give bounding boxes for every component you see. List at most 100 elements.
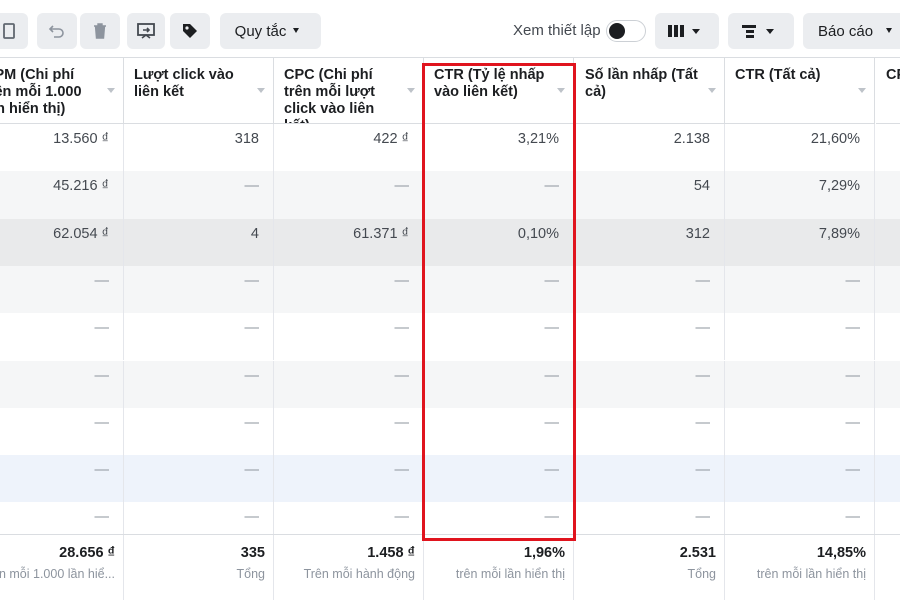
- table-cell: 7,29%: [725, 171, 875, 219]
- reports-button[interactable]: Báo cáo: [803, 13, 900, 49]
- column-header[interactable]: CPM (Chi phí trên mỗi 1.000 lần hiển thị…: [0, 58, 124, 124]
- summary-value: 2.531: [679, 545, 716, 561]
- table-row[interactable]: 62.054 ₫ 4 61.371 ₫ 0,10% 312 7,89%: [0, 218, 900, 266]
- trash-icon: [94, 23, 106, 39]
- table-cell: —: [0, 455, 124, 503]
- table-cell: —: [0, 265, 124, 314]
- table-cell: —: [274, 171, 424, 219]
- ab-test-button[interactable]: [127, 13, 165, 49]
- column-header[interactable]: Số lần nhấp (Tất cả): [575, 58, 725, 124]
- sort-caret: [858, 88, 866, 93]
- table-cell: —: [575, 265, 725, 314]
- column-title: CPM (Chi phí trên mỗi 1.000 lần hiển thị…: [0, 67, 82, 117]
- tag-button[interactable]: [170, 13, 210, 49]
- summary-label: Tổng: [687, 567, 717, 581]
- column-header[interactable]: CTR (Tỷ lệ nhấp vào liên kết): [424, 58, 574, 124]
- table-cell: —: [124, 502, 274, 550]
- summary-label: trên mỗi lần hiển thị: [756, 567, 866, 581]
- table-cell: [876, 455, 900, 502]
- undo-button[interactable]: [37, 13, 77, 49]
- table-cell: 318: [124, 124, 274, 172]
- table-cell: 62.054 ₫: [0, 218, 124, 266]
- column-title: CPC (Chi phí trên mỗi lượt click vào liê…: [284, 67, 375, 123]
- dropdown-arrow: [886, 28, 893, 33]
- toolbar: Quy tắc Xem thiết lập Báo cáo: [0, 0, 900, 58]
- sort-caret: [107, 88, 115, 93]
- table-cell: —: [0, 407, 124, 456]
- column-header[interactable]: CTR (Tất cả): [725, 58, 875, 124]
- breakdown-button[interactable]: [728, 13, 794, 49]
- delete-button[interactable]: [80, 13, 120, 49]
- table-row[interactable]: — — — — — —: [0, 360, 900, 408]
- column-header[interactable]: CPC (Chi phí trên mỗi lượt click vào liê…: [274, 58, 424, 124]
- table-cell: [876, 124, 900, 171]
- table-cell: 54: [575, 171, 725, 219]
- table-cell: —: [575, 502, 725, 550]
- column-header[interactable]: Lượt click vào liên kết: [124, 58, 274, 124]
- sort-caret: [708, 88, 716, 93]
- table-cell: —: [725, 265, 875, 314]
- table-cell: —: [0, 502, 124, 550]
- table-cell: —: [124, 265, 274, 314]
- ab-test-icon: [137, 23, 155, 39]
- columns-button[interactable]: [655, 13, 719, 49]
- table-row[interactable]: — — — — — —: [0, 313, 900, 361]
- column-header[interactable]: CP: [876, 58, 900, 124]
- column-title: Lượt click vào liên kết: [134, 67, 234, 100]
- table-cell: 2.138: [575, 124, 725, 172]
- table-cell: 7,89%: [725, 218, 875, 266]
- table-cell: —: [124, 455, 274, 503]
- summary-value: 1.458 ₫: [367, 545, 415, 561]
- table-cell: —: [0, 360, 124, 408]
- summary-cell: 28.656 ₫ trên mỗi 1.000 lần hiể...: [0, 535, 124, 600]
- table-cell: —: [725, 455, 875, 503]
- duplicate-button[interactable]: [0, 13, 28, 49]
- table-cell: 312: [575, 218, 725, 266]
- table-cell: —: [575, 455, 725, 503]
- view-settings-toggle[interactable]: [606, 20, 646, 42]
- table-cell: —: [124, 407, 274, 456]
- table-cell: —: [274, 455, 424, 503]
- summary-label: Trên mỗi hành động: [303, 567, 415, 581]
- table-row[interactable]: — — — — — —: [0, 455, 900, 503]
- rules-button[interactable]: Quy tắc: [220, 13, 321, 49]
- summary-value: 335: [240, 545, 265, 561]
- table-cell: —: [274, 313, 424, 361]
- table-cell: 4: [124, 218, 274, 266]
- columns-icon: [668, 25, 700, 37]
- table-row[interactable]: 13.560 ₫ 318 422 ₫ 3,21% 2.138 21,60%: [0, 124, 900, 172]
- table-cell: —: [274, 265, 424, 314]
- column-title: CTR (Tất cả): [735, 67, 821, 83]
- table-row[interactable]: 45.216 ₫ — — —54 7,29%: [0, 171, 900, 219]
- rules-label: Quy tắc: [234, 22, 287, 40]
- table-cell: —: [575, 360, 725, 408]
- table-cell: 21,60%: [725, 124, 875, 172]
- table-cell: —: [725, 360, 875, 408]
- table-cell: 61.371 ₫: [274, 218, 424, 266]
- column-title: CP: [886, 67, 900, 83]
- breakdown-icon: [742, 25, 774, 38]
- table-cell: —: [274, 407, 424, 456]
- column-title: CTR (Tỷ lệ nhấp vào liên kết): [434, 67, 545, 100]
- summary-value: 28.656 ₫: [59, 545, 115, 561]
- sort-caret: [407, 88, 415, 93]
- summary-value: 14,85%: [816, 545, 866, 561]
- summary-cell: 1,96% trên mỗi lần hiển thị: [424, 535, 574, 600]
- table-cell: —: [725, 407, 875, 456]
- summary-cell: [876, 535, 900, 600]
- table-cell: —: [124, 360, 274, 408]
- table-cell: —: [0, 313, 124, 361]
- table-cell: —: [274, 360, 424, 408]
- table-row[interactable]: — — — — — —: [0, 265, 900, 314]
- summary-label: trên mỗi 1.000 lần hiể...: [0, 567, 115, 581]
- table-cell: —: [575, 407, 725, 456]
- tag-icon: [183, 24, 197, 38]
- table-row[interactable]: — — — — — —: [0, 502, 900, 550]
- table-row[interactable]: — — — — — —: [0, 407, 900, 456]
- sort-caret: [557, 88, 565, 93]
- table-cell: 45.216 ₫: [0, 171, 124, 219]
- table-cell: —: [124, 171, 274, 219]
